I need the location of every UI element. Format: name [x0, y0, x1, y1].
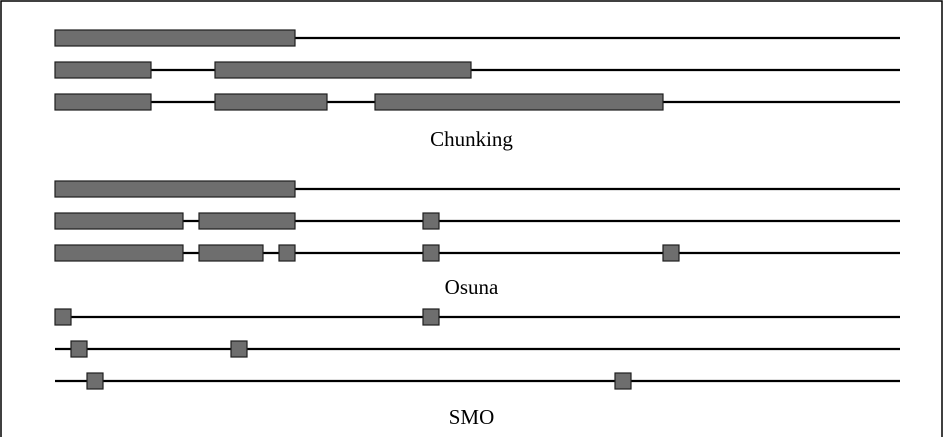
- working-set-block: [374, 93, 664, 111]
- working-set-block: [422, 308, 440, 326]
- row-osuna-2: [54, 212, 900, 230]
- working-set-block: [214, 61, 472, 79]
- row-smo-1: [54, 308, 900, 326]
- row-osuna-1: [54, 180, 900, 198]
- row-smo-3: [55, 372, 900, 390]
- working-set-block: [662, 244, 680, 262]
- working-set-block: [54, 29, 296, 47]
- row-smo-2: [55, 340, 900, 358]
- working-set-block: [198, 212, 296, 230]
- row-chunking-2: [54, 61, 900, 79]
- caption-chunking: Chunking: [430, 127, 513, 151]
- working-set-block: [214, 93, 328, 111]
- working-set-block: [54, 244, 184, 262]
- group-osuna: Osuna: [54, 180, 900, 299]
- working-set-block: [230, 340, 248, 358]
- row-chunking-3: [54, 93, 900, 111]
- group-chunking: Chunking: [54, 29, 900, 151]
- working-set-block: [54, 61, 152, 79]
- working-set-block: [278, 244, 296, 262]
- working-set-block: [422, 244, 440, 262]
- caption-osuna: Osuna: [445, 275, 499, 299]
- working-set-block: [54, 212, 184, 230]
- working-set-block: [54, 93, 152, 111]
- working-set-block: [54, 180, 296, 198]
- working-set-block: [198, 244, 264, 262]
- working-set-block: [86, 372, 104, 390]
- working-set-block: [422, 212, 440, 230]
- row-osuna-3: [54, 244, 900, 262]
- working-set-block: [614, 372, 632, 390]
- row-chunking-1: [54, 29, 900, 47]
- working-set-block: [54, 308, 72, 326]
- working-set-block: [70, 340, 88, 358]
- caption-smo: SMO: [449, 405, 495, 429]
- group-smo: SMO: [54, 308, 900, 429]
